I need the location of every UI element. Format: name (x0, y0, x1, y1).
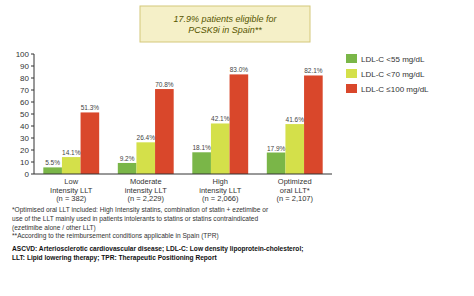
bar (230, 74, 249, 174)
legend-swatch (346, 69, 357, 78)
y-tick-label: 90 (20, 62, 29, 71)
bar (155, 89, 174, 174)
data-label: 70.8% (155, 81, 174, 88)
y-tick (31, 126, 34, 127)
y-tick-label: 40 (20, 122, 29, 131)
y-tick-label: 30 (20, 134, 29, 143)
data-label: 9.2% (120, 155, 135, 162)
data-label: 5.5% (45, 159, 60, 166)
y-tick (31, 90, 34, 91)
legend-entry: LDL-C <70 mg/dL (361, 70, 425, 79)
bar (81, 112, 100, 174)
text-line: LLT: Lipid lowering therapy; TPR: Therap… (12, 254, 217, 262)
y-tick (31, 78, 34, 79)
x-tick-label: LowIntensity LLT(n = 382) (50, 177, 93, 203)
y-tick-label: 80 (20, 74, 29, 83)
text-line: (ezetimibe alone / other LLT) (12, 224, 96, 232)
data-labels: 5.5% 9.2% 18.1% 17.9% 14.1% 26.4% 42.1% 41.6% 51… (45, 66, 323, 166)
y-tick (31, 54, 34, 55)
data-label: 42.1% (211, 115, 230, 122)
text-line: use of the LLT mainly used in patients i… (12, 215, 258, 223)
y-tick (31, 114, 34, 115)
legend-entry: LDL-C ≤100 mg/dL (361, 85, 429, 94)
data-label: 18.1% (192, 144, 211, 151)
bar (285, 124, 304, 174)
legend-swatch (346, 54, 357, 63)
y-tick-label: 50 (20, 110, 29, 119)
chart: 17.9% patients eligible forPCSK9i in Spa… (0, 0, 474, 296)
y-tick-label: 100 (16, 50, 30, 59)
data-label: 82.1% (304, 67, 323, 74)
y-tick (31, 150, 34, 151)
y-tick (31, 174, 34, 175)
text-line: (n = 2,066) (202, 194, 239, 203)
y-tick (31, 138, 34, 139)
bar (118, 163, 137, 174)
text-line: (n = 2,107) (277, 194, 314, 203)
bars (43, 74, 322, 174)
data-label: 83.0% (230, 66, 249, 73)
x-tick-label: Highintensity LLT(n = 2,066) (199, 177, 241, 203)
text-line: (n = 382) (56, 194, 87, 203)
data-label: 14.1% (62, 149, 81, 156)
y-tick (31, 102, 34, 103)
y-tick-label: 70 (20, 86, 29, 95)
y-tick-label: 0 (25, 170, 30, 179)
x-tick-label: Moderateintensity LLT(n = 2,229) (125, 177, 167, 203)
text-line: *Optimised oral LLT included: High Inten… (12, 206, 269, 214)
x-axis-line (34, 174, 332, 175)
y-tick-label: 20 (20, 146, 29, 155)
footnote: *Optimised oral LLT included: High Inten… (12, 206, 269, 240)
text-line: ASCVD: Arteriosclerotic cardiovascular d… (12, 245, 303, 253)
y-tick (31, 162, 34, 163)
annotation-box (140, 6, 310, 42)
text-line: **According to the reimbursement conditi… (12, 232, 219, 240)
data-label: 51.3% (81, 104, 100, 111)
footnote: ASCVD: Arteriosclerotic cardiovascular d… (12, 245, 303, 262)
annotation: 17.9% patients eligible forPCSK9i in Spa… (173, 14, 277, 35)
background (0, 0, 474, 296)
text-line: PCSK9i in Spain** (188, 25, 262, 35)
legend-swatch (346, 84, 357, 93)
text-line: 17.9% patients eligible for (173, 14, 277, 24)
data-label: 41.6% (286, 116, 305, 123)
bar (304, 75, 323, 174)
bar (136, 142, 155, 174)
legend-entry: LDL-C <55 mg/dL (361, 55, 425, 64)
bar (43, 167, 62, 174)
text-line: (n = 2,229) (128, 194, 165, 203)
bar (211, 123, 230, 174)
data-label: 17.9% (267, 145, 286, 152)
y-tick-label: 10 (20, 158, 29, 167)
data-label: 26.4% (137, 134, 156, 141)
bar (267, 153, 286, 174)
bar (192, 152, 211, 174)
y-tick-label: 60 (20, 98, 29, 107)
x-tick-label: Optimizedoral LLT*(n = 2,107) (277, 177, 314, 203)
bar (62, 157, 81, 174)
y-tick (31, 66, 34, 67)
